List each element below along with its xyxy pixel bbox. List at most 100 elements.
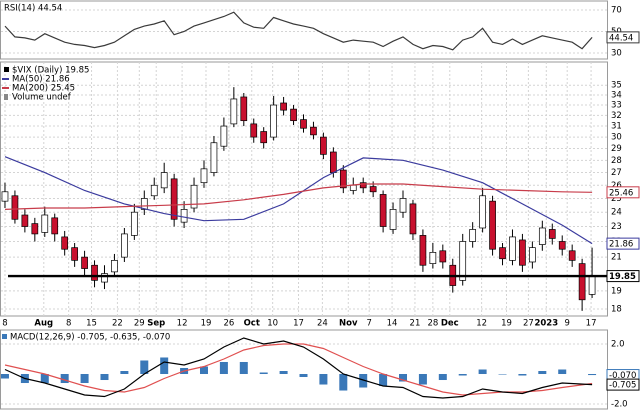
- candle-body: [81, 256, 88, 269]
- histogram-bar: [399, 374, 408, 382]
- last-value-box: [606, 31, 640, 44]
- candle-body: [568, 250, 576, 261]
- y-tick-label: 27: [611, 168, 622, 178]
- candle-body: [339, 169, 347, 189]
- histogram-bar: [0, 374, 9, 379]
- y-tick-label: 30: [611, 48, 622, 58]
- y-tick-label: 30: [611, 133, 622, 143]
- x-tick-label: 8: [2, 319, 7, 329]
- histogram-bar: [40, 374, 49, 384]
- last-value-box: [606, 237, 640, 250]
- histogram-bar: [100, 374, 109, 381]
- x-tick-label: 2023: [534, 319, 558, 329]
- y-tick-label: 70: [611, 6, 622, 16]
- candle-body: [51, 217, 59, 235]
- y-tick-label: 32: [611, 111, 622, 121]
- histogram-bar: [120, 371, 129, 375]
- x-tick-label: Aug: [34, 319, 53, 329]
- y-tick-label: -2.0: [611, 400, 628, 410]
- candle-body: [310, 126, 317, 136]
- last-value-label: -0.070: [609, 371, 636, 381]
- candle-body: [509, 236, 516, 261]
- histogram-bar: [279, 371, 288, 375]
- candle-body: [140, 198, 148, 210]
- series-line: [4, 337, 593, 399]
- x-tick-label: 12: [476, 319, 487, 329]
- histogram-bar: [219, 361, 228, 375]
- legend-swatch: [4, 94, 8, 100]
- candle-body: [558, 241, 566, 250]
- legend-swatch: [4, 67, 9, 72]
- legend-entry: MA(50) 21.86: [12, 75, 70, 85]
- candle-body: [320, 136, 327, 155]
- x-tick-label: 21: [410, 319, 421, 329]
- x-tick-label: 28: [427, 319, 438, 329]
- last-value-label: 19.85: [609, 272, 636, 282]
- last-value-box: [606, 186, 640, 199]
- candle-body: [250, 123, 258, 138]
- x-tick-label: 15: [86, 319, 97, 329]
- y-tick-label: 2.0: [611, 339, 625, 349]
- histogram-bar: [160, 357, 169, 375]
- x-tick-label: 12: [177, 319, 188, 329]
- candle-body: [389, 209, 397, 230]
- panel-title: RSI(14) 44.54: [4, 4, 62, 14]
- candle-body: [190, 184, 198, 209]
- y-tick-label: 18: [611, 305, 622, 315]
- candle-body: [459, 241, 467, 281]
- series-line: [4, 183, 593, 210]
- y-tick-label: 24: [611, 208, 622, 218]
- histogram-bar: [478, 369, 487, 375]
- histogram-bar: [418, 374, 427, 385]
- y-tick-label: 25: [611, 194, 622, 204]
- x-tick-label: 26: [223, 319, 234, 329]
- last-value-label: 25.46: [609, 188, 633, 198]
- candle-body: [180, 209, 188, 223]
- candle-body: [210, 142, 218, 173]
- x-tick-label: Dec: [441, 319, 459, 329]
- histogram-bar: [319, 374, 328, 385]
- y-tick-label: 35: [611, 81, 622, 91]
- x-tick-label: 19: [501, 319, 512, 329]
- histogram-bar: [259, 372, 268, 375]
- candle-body: [369, 186, 377, 193]
- histogram-bar: [239, 361, 248, 375]
- candle-body: [529, 247, 536, 263]
- histogram-bar: [518, 374, 527, 376]
- series-line: [4, 11, 593, 51]
- histogram-bar: [458, 374, 467, 376]
- histogram-bar: [199, 366, 208, 375]
- candle-body: [499, 247, 506, 260]
- x-tick-label: 27: [523, 319, 534, 329]
- candle-body: [330, 151, 337, 173]
- histogram-bar: [498, 374, 507, 375]
- x-tick-label: 10: [267, 319, 278, 329]
- x-tick-label: Nov: [339, 319, 358, 329]
- candle-body: [349, 184, 357, 191]
- histogram-bar: [60, 374, 69, 384]
- candle-body: [41, 214, 49, 233]
- candle-body: [290, 108, 297, 122]
- last-value-label: -0.705: [609, 381, 636, 391]
- histogram-bar: [299, 374, 308, 378]
- y-tick-label: 34: [611, 90, 622, 100]
- x-tick-label: 9: [564, 319, 569, 329]
- legend-entry: MA(200) 25.45: [12, 84, 75, 94]
- x-tick-label: 7: [366, 319, 371, 329]
- panel-title: MACD(12,26,9) -0.705, -0.635, -0.070: [10, 333, 170, 343]
- series-line: [4, 343, 593, 396]
- histogram-bar: [359, 374, 368, 388]
- last-value-box: [606, 378, 640, 391]
- candle-body: [31, 223, 39, 235]
- candle-body: [61, 236, 69, 250]
- candle-body: [101, 273, 108, 283]
- candle-body: [1, 191, 9, 202]
- x-tick-label: 17: [586, 319, 597, 329]
- candle-body: [71, 247, 78, 261]
- x-tick-label: 22: [112, 319, 123, 329]
- candle-body: [11, 195, 19, 220]
- histogram-bar: [339, 374, 348, 391]
- candle-body: [519, 239, 526, 266]
- y-tick-label: 23: [611, 222, 622, 232]
